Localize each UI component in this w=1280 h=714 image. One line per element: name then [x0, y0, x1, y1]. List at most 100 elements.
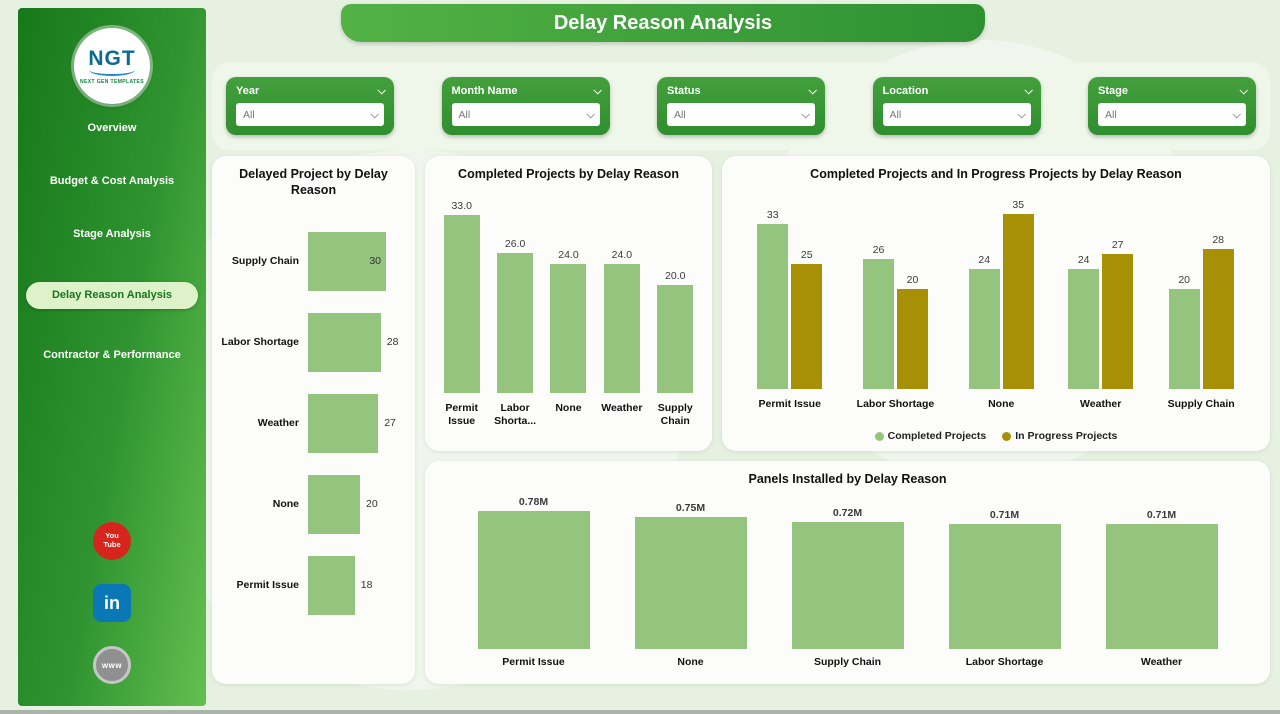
- bar[interactable]: [443, 215, 480, 394]
- bar-row: Weather 27: [218, 383, 407, 464]
- bar[interactable]: [308, 555, 355, 615]
- delayed-projects-panel: Delayed Project by Delay Reason Supply C…: [212, 156, 415, 684]
- website-icon[interactable]: www: [93, 646, 131, 684]
- bar[interactable]: [1202, 249, 1234, 390]
- category-label: Permit Issue: [236, 579, 299, 591]
- bar[interactable]: [308, 474, 360, 534]
- bar[interactable]: [1105, 523, 1218, 650]
- chevron-down-icon: [370, 109, 379, 119]
- bar[interactable]: [791, 264, 823, 390]
- filter-value: All: [243, 108, 255, 121]
- bar[interactable]: [1102, 254, 1134, 390]
- chart-column: 0.78M Permit Issue: [477, 491, 590, 669]
- bar[interactable]: [896, 289, 928, 390]
- category-label: None: [272, 498, 299, 510]
- chevron-down-icon[interactable]: [592, 86, 602, 95]
- category-label: Permit Issue: [502, 656, 565, 669]
- chart-column: 0.72M Supply Chain: [791, 491, 904, 669]
- sidebar-item-overview[interactable]: Overview: [87, 122, 137, 134]
- bar[interactable]: [477, 511, 590, 650]
- value-label: 27: [384, 417, 396, 429]
- youtube-icon[interactable]: You Tube: [93, 522, 131, 560]
- chevron-down-icon[interactable]: [1239, 86, 1248, 95]
- value-label: 0.71M: [989, 508, 1020, 521]
- chart-title: Completed Projects and In Progress Proje…: [810, 167, 1182, 181]
- bar[interactable]: [657, 285, 694, 394]
- value-label: 33.0: [451, 200, 472, 213]
- legend-item[interactable]: Completed Projects: [874, 430, 986, 442]
- sidebar-item-contractor-performance[interactable]: Contractor & Performance: [43, 348, 181, 361]
- legend-item[interactable]: In Progress Projects: [1002, 430, 1117, 442]
- category-label: Weather: [257, 417, 299, 429]
- filter-stage-select[interactable]: All: [1098, 103, 1246, 126]
- chevron-down-icon[interactable]: [808, 86, 817, 95]
- category-label: Supply Chain: [231, 255, 299, 267]
- category-label: Supply Chain: [813, 656, 882, 669]
- logo-swoosh-icon: [89, 64, 135, 76]
- bar[interactable]: [1168, 289, 1200, 390]
- value-label: 20: [366, 498, 378, 510]
- bar[interactable]: [1068, 269, 1100, 390]
- filter-header: Status: [667, 85, 817, 97]
- completed-inprogress-chart: 33 25 Permit Issue 26 20 Labor Shortage 24 35 No…: [722, 182, 1270, 414]
- value-label: 20.0: [665, 270, 686, 283]
- value-label: 28: [1212, 234, 1225, 247]
- chart-title: Completed Projects by Delay Reason: [458, 167, 679, 181]
- bar[interactable]: [968, 269, 1000, 390]
- bar[interactable]: [791, 521, 904, 650]
- bar[interactable]: [603, 263, 640, 394]
- filter-location: Location All: [872, 77, 1041, 135]
- ngt-logo: NGT NEXT GEN TEMPLATES: [74, 28, 150, 104]
- filter-status: Status All: [657, 77, 825, 135]
- value-label: 20: [906, 274, 919, 287]
- bar[interactable]: [1002, 214, 1034, 390]
- linkedin-icon[interactable]: in: [93, 584, 131, 622]
- value-label: 25: [800, 249, 813, 262]
- value-label: 27: [1111, 239, 1124, 252]
- filter-value: All: [674, 108, 686, 121]
- filter-month-name-select[interactable]: All: [451, 103, 600, 126]
- social-links: You Tube in www: [93, 522, 131, 706]
- bar[interactable]: 30: [308, 231, 386, 291]
- bar[interactable]: [948, 523, 1061, 650]
- filter-status-select[interactable]: All: [667, 103, 815, 126]
- bar[interactable]: [497, 253, 534, 394]
- sidebar-item-budget-cost-analysis[interactable]: Budget & Cost Analysis: [49, 175, 175, 188]
- chart-column: 0.71M Weather: [1105, 491, 1218, 669]
- chevron-down-icon[interactable]: [1023, 86, 1033, 95]
- bar[interactable]: [757, 224, 789, 390]
- sidebar-nav: Overview Budget & Cost Analysis Stage An…: [18, 122, 206, 362]
- bar[interactable]: [308, 393, 379, 453]
- sidebar-item-delay-reason-analysis[interactable]: Delay Reason Analysis: [26, 281, 198, 309]
- category-label: Weather: [601, 402, 643, 415]
- filter-year: Year All: [226, 77, 394, 135]
- value-label: 0.71M: [1146, 508, 1177, 521]
- sidebar-item-stage-analysis[interactable]: Stage Analysis: [73, 228, 151, 241]
- category-label: Permit Issue: [758, 398, 821, 411]
- value-label: 24: [1077, 254, 1090, 267]
- panels-installed-chart: 0.78M Permit Issue 0.75M None 0.72M Supply Ch…: [425, 487, 1270, 669]
- filter-location-select[interactable]: All: [882, 103, 1031, 126]
- chart-group: 20 28 Supply Chain: [1168, 184, 1235, 414]
- chart-column: 0.75M None: [634, 491, 747, 669]
- chevron-down-icon: [1016, 109, 1026, 119]
- filter-year-select[interactable]: All: [236, 103, 384, 126]
- page-title: Delay Reason Analysis: [341, 4, 985, 42]
- bar[interactable]: [308, 312, 381, 372]
- chevron-down-icon[interactable]: [377, 86, 386, 95]
- chart-column: 33.0 Permit Issue: [436, 188, 488, 432]
- filter-value: All: [1105, 108, 1117, 121]
- value-label: 0.75M: [675, 501, 706, 514]
- legend-label: In Progress Projects: [1015, 430, 1118, 442]
- bar[interactable]: [862, 259, 894, 390]
- value-label: 26: [872, 244, 885, 257]
- bar[interactable]: [634, 516, 747, 650]
- category-label: Supply Chain: [657, 402, 693, 428]
- legend-dot: [874, 431, 884, 441]
- filter-header: Location: [883, 85, 1033, 97]
- category-label: Labor Shortage: [965, 656, 1044, 669]
- bar-row: Supply Chain 30: [218, 221, 407, 302]
- category-label: None: [555, 402, 582, 415]
- bar[interactable]: [550, 263, 587, 394]
- value-label: 0.78M: [518, 496, 549, 509]
